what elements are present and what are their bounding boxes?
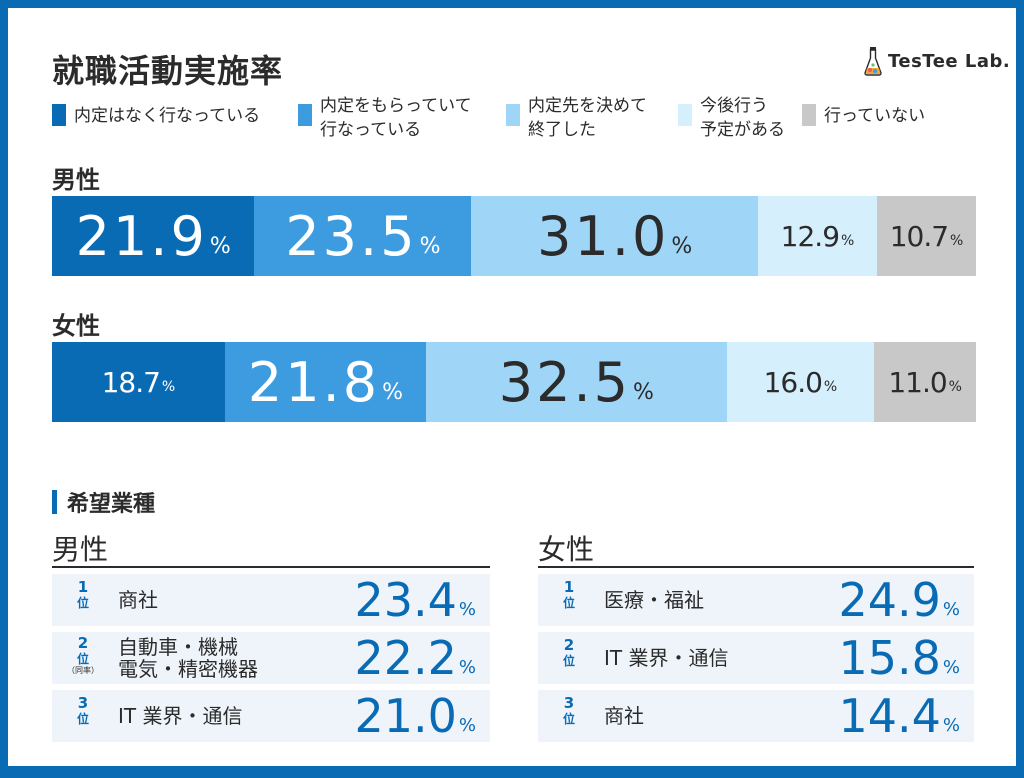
percent-sign: % xyxy=(823,379,838,395)
bar-row-female: 18.7% 21.8% 32.5% 16.0% 11.0% xyxy=(52,342,976,422)
bar-segment: 10.7% xyxy=(877,196,976,276)
percent-sign: % xyxy=(419,233,441,259)
rank-badge: 2 位（同率） xyxy=(67,634,99,676)
data-label: 21.8 xyxy=(247,350,381,414)
ranking-value: 24.9% xyxy=(838,573,960,627)
industry-label: IT 業界・通信 xyxy=(604,646,729,670)
bar-segment: 21.9% xyxy=(52,196,255,276)
bar-segment: 32.5% xyxy=(426,342,727,422)
ranking-row: 2 位（同率） 自動車・機械 電気・精密機器 22.2% xyxy=(52,631,490,685)
section-title: 希望業種 xyxy=(52,486,155,518)
industry-label: 商社 xyxy=(118,588,158,612)
bar-segment: 23.5% xyxy=(254,196,472,276)
percent-sign: % xyxy=(671,233,693,259)
bar-segment: 12.9% xyxy=(757,196,878,276)
bar-row-male: 21.9% 23.5% 31.0% 12.9% 10.7% xyxy=(52,196,976,276)
legend-item: 内定先を決めて 終了した xyxy=(506,94,647,142)
data-label: 11.0 xyxy=(888,365,947,399)
bar-segment: 31.0% xyxy=(471,196,758,276)
industry-label: IT 業界・通信 xyxy=(118,704,243,728)
legend-swatch xyxy=(678,104,692,126)
bar-segment: 16.0% xyxy=(726,342,875,422)
section-title-bar xyxy=(52,490,57,514)
ranking-head-female: 女性 xyxy=(538,533,595,566)
legend-swatch xyxy=(52,104,66,126)
bar-segment: 11.0% xyxy=(874,342,976,422)
ranking-head-male: 男性 xyxy=(52,533,109,566)
percent-sign: % xyxy=(950,233,964,249)
data-label: 23.5 xyxy=(285,204,418,268)
ranking-value: 15.8% xyxy=(838,631,960,685)
data-label: 31.0 xyxy=(537,204,670,268)
legend-label: 行っていない xyxy=(824,106,926,126)
ranking-value: 14.4% xyxy=(838,689,960,743)
legend-label: 内定をもらっていて 行なっている xyxy=(320,96,472,140)
category-label-male: 男性 xyxy=(52,166,100,194)
data-label: 12.9 xyxy=(780,219,840,253)
legend-item: 内定をもらっていて 行なっている xyxy=(298,94,472,142)
section-title-text: 希望業種 xyxy=(67,492,156,517)
legend-swatch xyxy=(802,104,816,126)
legend-label: 内定先を決めて 終了した xyxy=(528,96,647,140)
logo-text: TesTee Lab. xyxy=(888,50,1011,72)
data-label: 21.9 xyxy=(75,204,208,268)
percent-sign: % xyxy=(382,379,404,405)
industry-label: 医療・福祉 xyxy=(604,588,704,612)
legend-swatch xyxy=(506,104,520,126)
percent-sign: % xyxy=(948,379,962,395)
tie-note: （同率） xyxy=(67,666,99,675)
category-label-female: 女性 xyxy=(52,312,100,340)
legend-item: 内定はなく行なっている xyxy=(52,94,260,128)
legend: 内定はなく行なっている 内定をもらっていて 行なっている 内定先を決めて 終了し… xyxy=(52,94,992,158)
legend-label: 今後行う 予定がある xyxy=(700,96,785,140)
bar-segment: 21.8% xyxy=(224,342,427,422)
industry-label: 商社 xyxy=(604,704,644,728)
data-label: 16.0 xyxy=(763,365,823,399)
divider xyxy=(538,566,974,568)
page-title: 就職活動実施率 xyxy=(52,52,284,90)
percent-sign: % xyxy=(161,379,176,395)
legend-item: 今後行う 予定がある xyxy=(678,94,785,142)
percent-sign: % xyxy=(209,233,231,259)
data-label: 18.7 xyxy=(101,365,161,399)
data-label: 32.5 xyxy=(498,350,632,414)
flask-icon xyxy=(864,47,882,76)
divider xyxy=(52,566,490,568)
ranking-value: 21.0% xyxy=(354,689,476,743)
logo: TesTee Lab. xyxy=(864,46,1010,76)
infographic-card: 就職活動実施率 TesTee Lab. 内定はなく行なっている 内定をもらってい… xyxy=(8,8,1016,766)
legend-swatch xyxy=(298,104,312,126)
industry-label: 自動車・機械 電気・精密機器 xyxy=(118,635,258,681)
bar-segment: 18.7% xyxy=(52,342,225,422)
legend-item: 行っていない xyxy=(802,94,925,128)
ranking-value: 23.4% xyxy=(354,573,476,627)
percent-sign: % xyxy=(841,233,855,249)
percent-sign: % xyxy=(633,379,654,405)
legend-label: 内定はなく行なっている xyxy=(74,106,261,126)
ranking-value: 22.2% xyxy=(354,631,476,685)
data-label: 10.7 xyxy=(889,219,949,253)
